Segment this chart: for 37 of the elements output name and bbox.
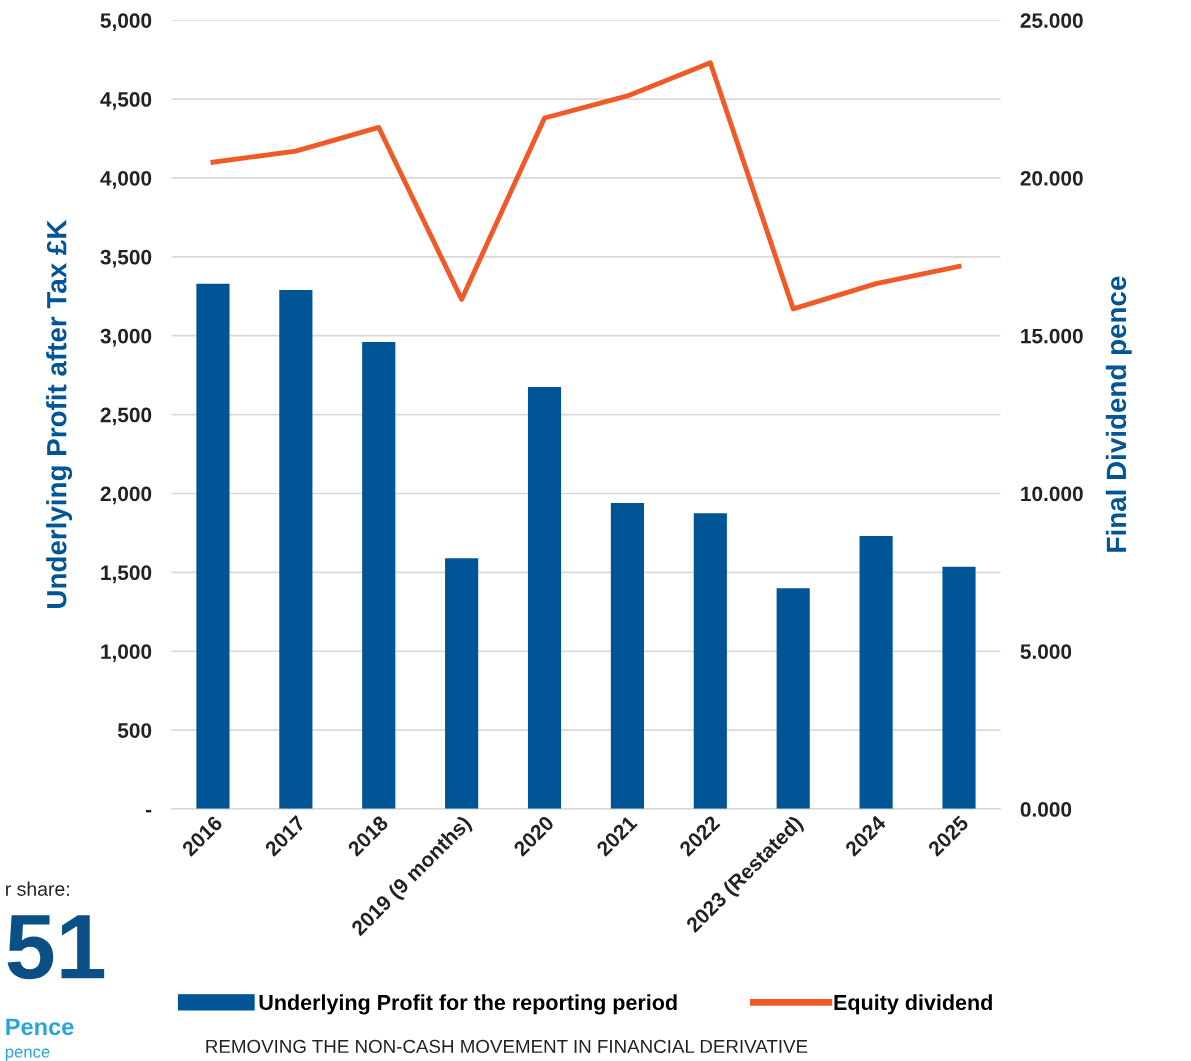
bar bbox=[610, 502, 644, 810]
bar bbox=[279, 289, 313, 810]
y2-axis-title: Final Dividend pence bbox=[1105, 276, 1132, 552]
text: REMOVING THE NON-CASH MOVEMENT IN FINANCIAL DERIVATIVE bbox=[206, 1039, 808, 1054]
line-series bbox=[210, 60, 962, 312]
text: r share: bbox=[6, 881, 69, 896]
y-tick-label: 2,500 bbox=[100, 407, 152, 426]
legend-label: Underlying Profit for the reporting period bbox=[259, 994, 677, 1015]
y2-tick-label: 25.000 bbox=[1020, 13, 1083, 28]
bar bbox=[362, 342, 396, 810]
bar bbox=[776, 588, 810, 810]
y-tick-label: 1,500 bbox=[101, 565, 152, 584]
y-tick-label: 4,500 bbox=[100, 92, 152, 110]
bar bbox=[859, 536, 893, 810]
y2-tick-label: 20.000 bbox=[1020, 170, 1083, 186]
y2-tick-label: 15.000 bbox=[1021, 328, 1083, 344]
y-tick-label: 3,500 bbox=[100, 249, 152, 268]
y-tick-label: 4,000 bbox=[100, 170, 152, 189]
legend-label: Equity dividend bbox=[834, 994, 992, 1015]
text: 51 bbox=[7, 915, 105, 980]
text: Pence bbox=[6, 1018, 74, 1036]
y2-tick-label: 0.000 bbox=[1020, 802, 1072, 817]
y-tick-label: 500 bbox=[117, 723, 152, 738]
y-axis-title: Underlying Profit after Tax £K bbox=[46, 219, 73, 608]
text: pence bbox=[5, 1048, 50, 1061]
y-tick-label: 2,000 bbox=[100, 486, 152, 505]
bar bbox=[942, 566, 976, 810]
bar bbox=[445, 558, 479, 810]
y-tick-label: 3,000 bbox=[100, 328, 152, 347]
y-tick-label: 1,000 bbox=[101, 644, 152, 663]
y2-tick-label: 5.000 bbox=[1020, 644, 1072, 659]
bar bbox=[196, 283, 230, 810]
bar bbox=[693, 513, 727, 810]
y-tick-label: 5,000 bbox=[100, 13, 152, 31]
bar bbox=[527, 386, 562, 810]
y2-tick-label: 10.000 bbox=[1021, 486, 1083, 502]
y-tick-label: - bbox=[145, 809, 152, 813]
